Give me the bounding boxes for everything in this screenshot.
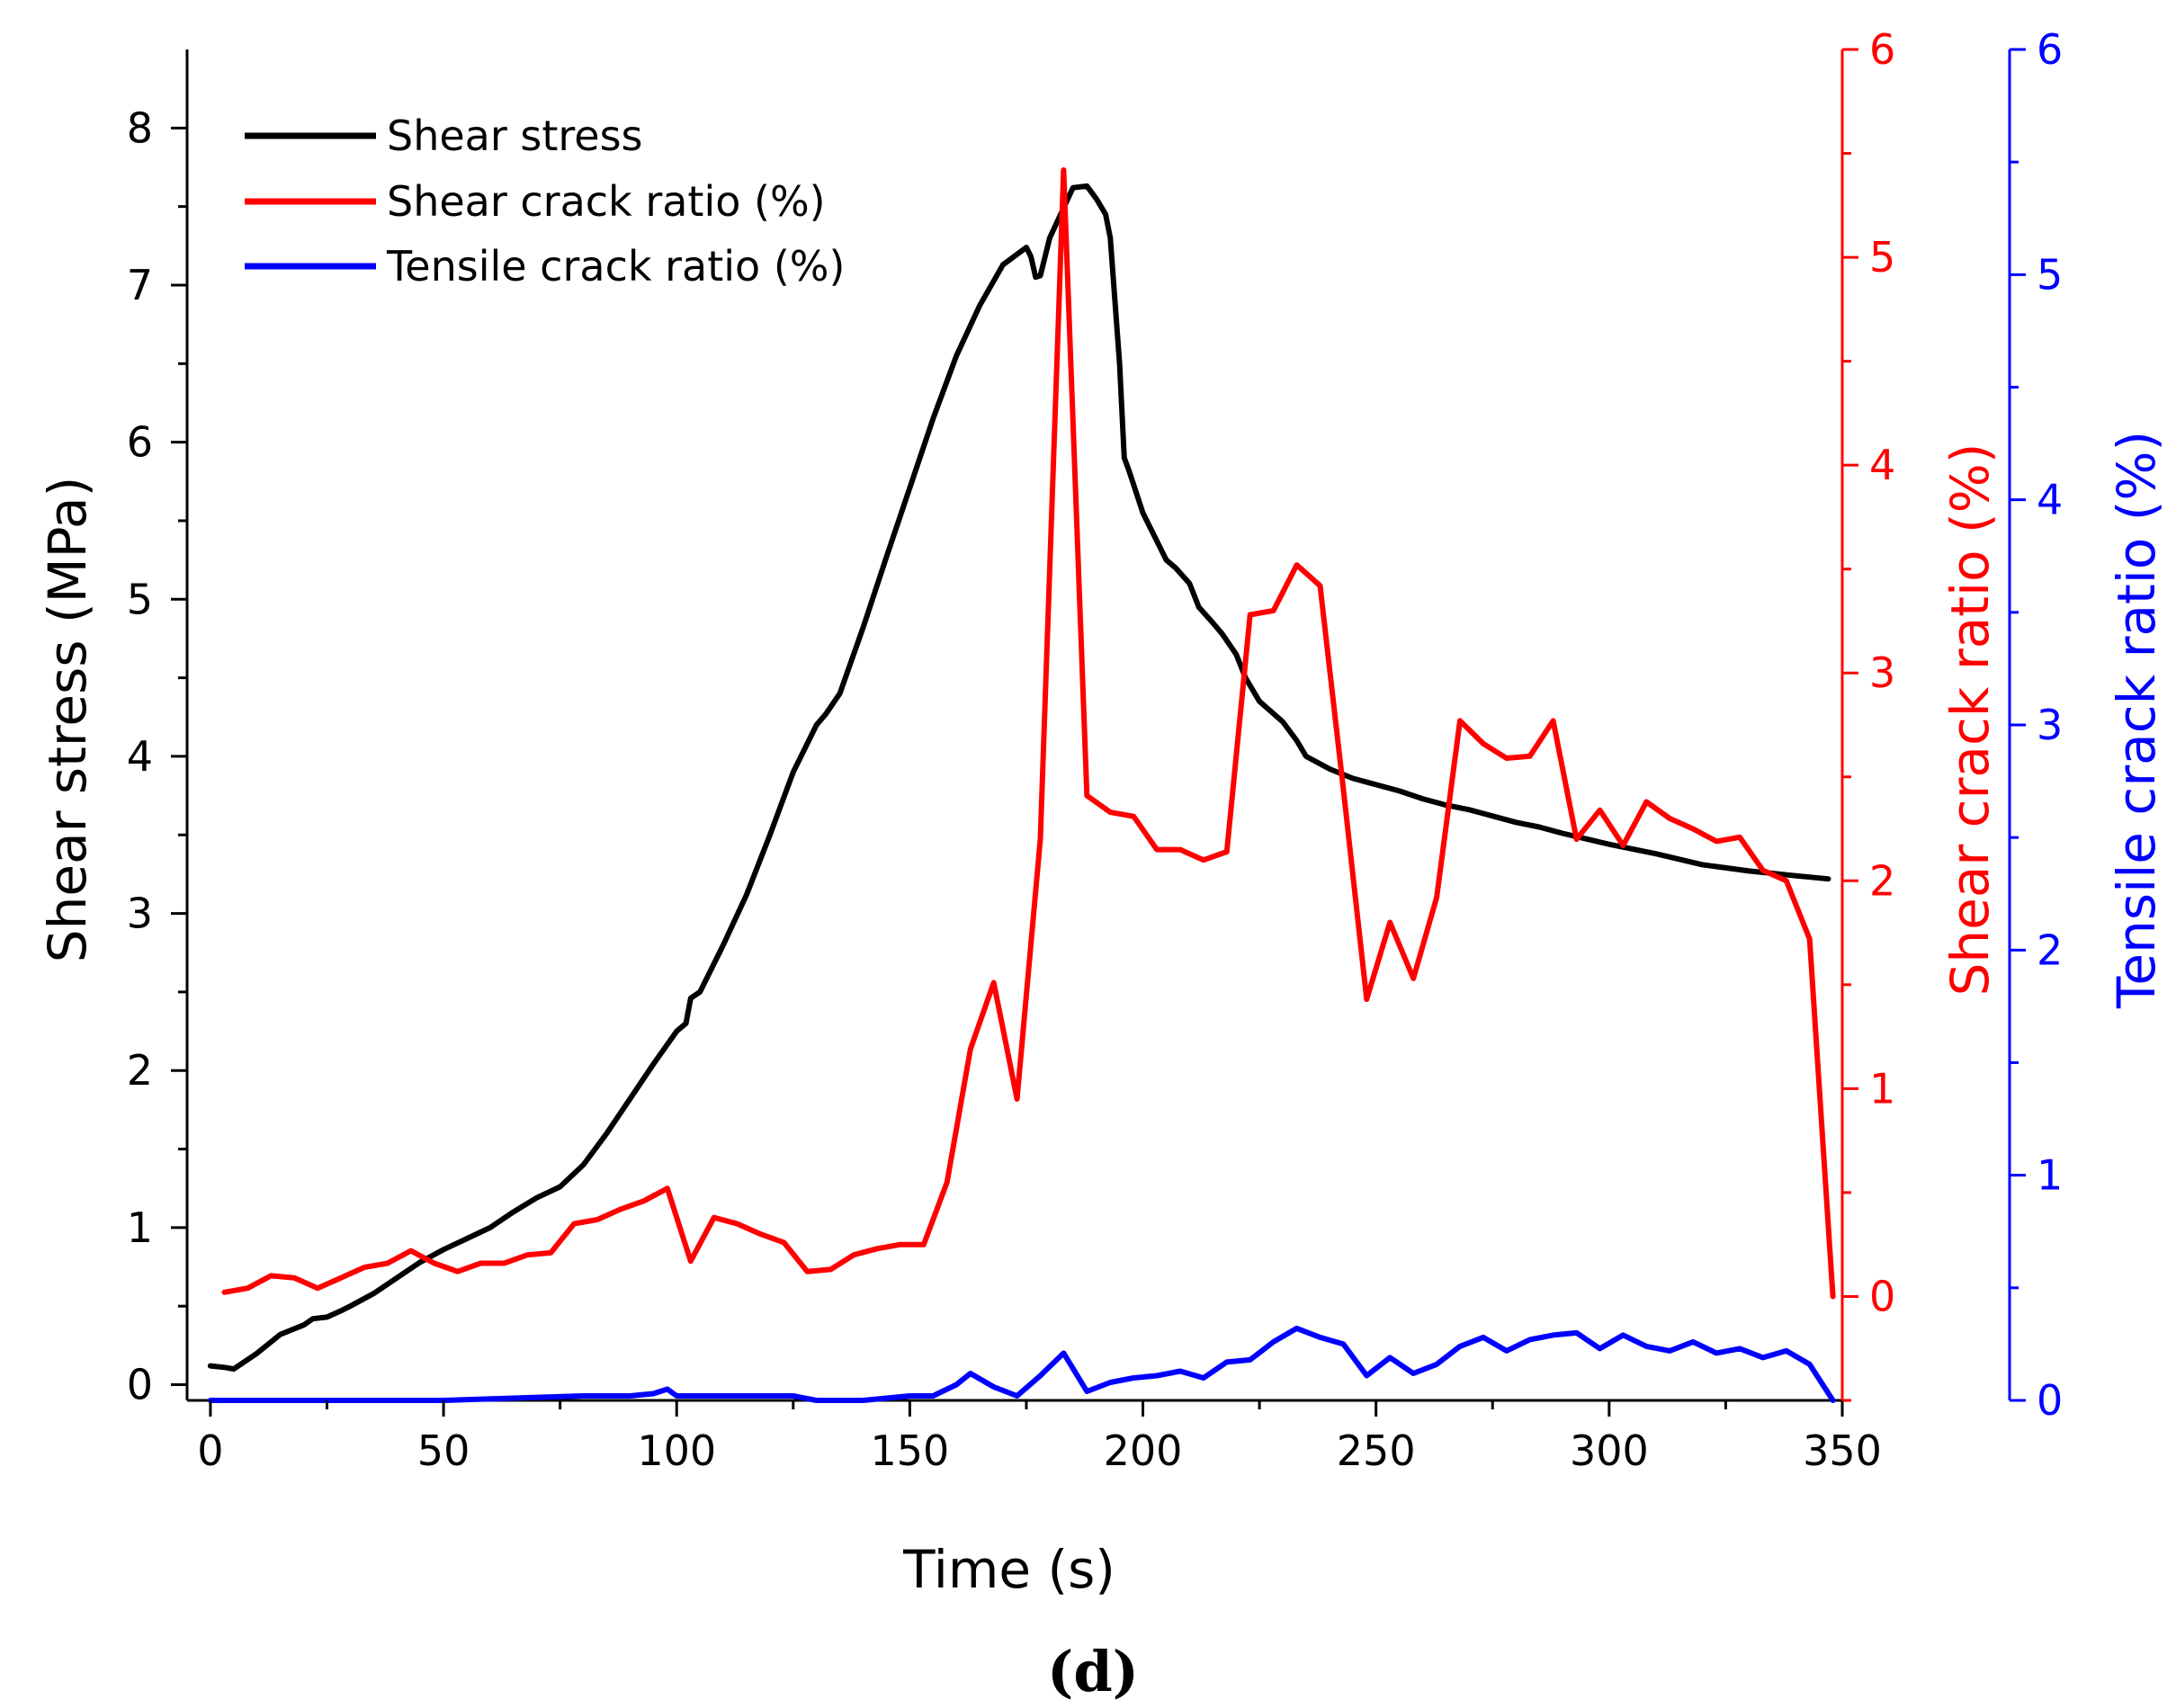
series-layer — [207, 167, 1836, 1403]
series-tensile-crack-ratio-line — [207, 1325, 1836, 1403]
x-tick-label: 200 — [1104, 1426, 1183, 1475]
x-tick-label: 100 — [637, 1426, 716, 1475]
x-tick-label: 250 — [1337, 1426, 1416, 1475]
series-shear-crack-ratio-line — [221, 167, 1836, 1300]
y-left-tick-label: 5 — [127, 575, 153, 623]
x-tick-label: 0 — [197, 1426, 223, 1475]
y-shear-crack-tick-label: 4 — [1869, 441, 1895, 489]
x-tick-label: 300 — [1570, 1426, 1649, 1475]
ticks-layer: 0 50 100 150 200 250 300 350 0 1 2 3 4 5 6 7 8 0 1 2 3 4 5 6 0 1 2… — [127, 25, 2064, 1475]
x-tick-label: 350 — [1803, 1426, 1882, 1475]
y-axis-title-tensile-crack-ratio: Tensile crack ratio (%) — [2106, 431, 2167, 1009]
y-tensile-crack-tick-label: 1 — [2037, 1151, 2063, 1200]
y-shear-crack-tick-label: 2 — [1869, 856, 1895, 905]
y-left-tick-label: 7 — [127, 261, 153, 309]
y-left-tick-label: 8 — [127, 103, 153, 152]
legend-label-shear-crack-ratio: Shear crack ratio (%) — [387, 177, 826, 226]
y-left-tick-label: 6 — [127, 418, 153, 467]
x-tick-label: 150 — [870, 1426, 949, 1475]
y-axis-title-shear-stress: Shear stress (MPa) — [37, 477, 98, 962]
y-tensile-crack-tick-label: 5 — [2037, 250, 2063, 299]
legend-label-shear-stress: Shear stress — [387, 112, 643, 160]
y-axis-title-shear-crack-ratio: Shear crack ratio (%) — [1939, 443, 2001, 997]
y-left-tick-label: 4 — [127, 732, 153, 781]
y-tensile-crack-tick-label: 4 — [2037, 476, 2063, 524]
x-tick-label: 50 — [417, 1426, 470, 1475]
y-left-tick-label: 2 — [127, 1046, 153, 1095]
x-axis-title: Time (s) — [902, 1539, 1115, 1600]
panel-label: (d) — [1047, 1639, 1139, 1704]
legend-label-tensile-crack-ratio: Tensile crack ratio (%) — [386, 242, 845, 291]
y-left-tick-label: 0 — [127, 1361, 153, 1409]
y-tensile-crack-tick-label: 3 — [2037, 701, 2063, 749]
y-tensile-crack-tick-label: 6 — [2037, 25, 2063, 74]
y-shear-crack-tick-label: 6 — [1869, 25, 1895, 74]
y-left-tick-label: 1 — [127, 1203, 153, 1252]
series-shear-stress-line — [207, 183, 1831, 1373]
y-shear-crack-tick-label: 3 — [1869, 648, 1895, 697]
y-tensile-crack-tick-label: 2 — [2037, 926, 2063, 974]
y-left-tick-label: 3 — [127, 890, 153, 938]
y-shear-crack-tick-label: 0 — [1869, 1272, 1895, 1320]
y-tensile-crack-tick-label: 0 — [2037, 1376, 2063, 1425]
legend: Shear stress Shear crack ratio (%) Tensi… — [245, 112, 845, 291]
y-shear-crack-tick-label: 5 — [1869, 233, 1895, 282]
y-shear-crack-tick-label: 1 — [1869, 1064, 1895, 1113]
